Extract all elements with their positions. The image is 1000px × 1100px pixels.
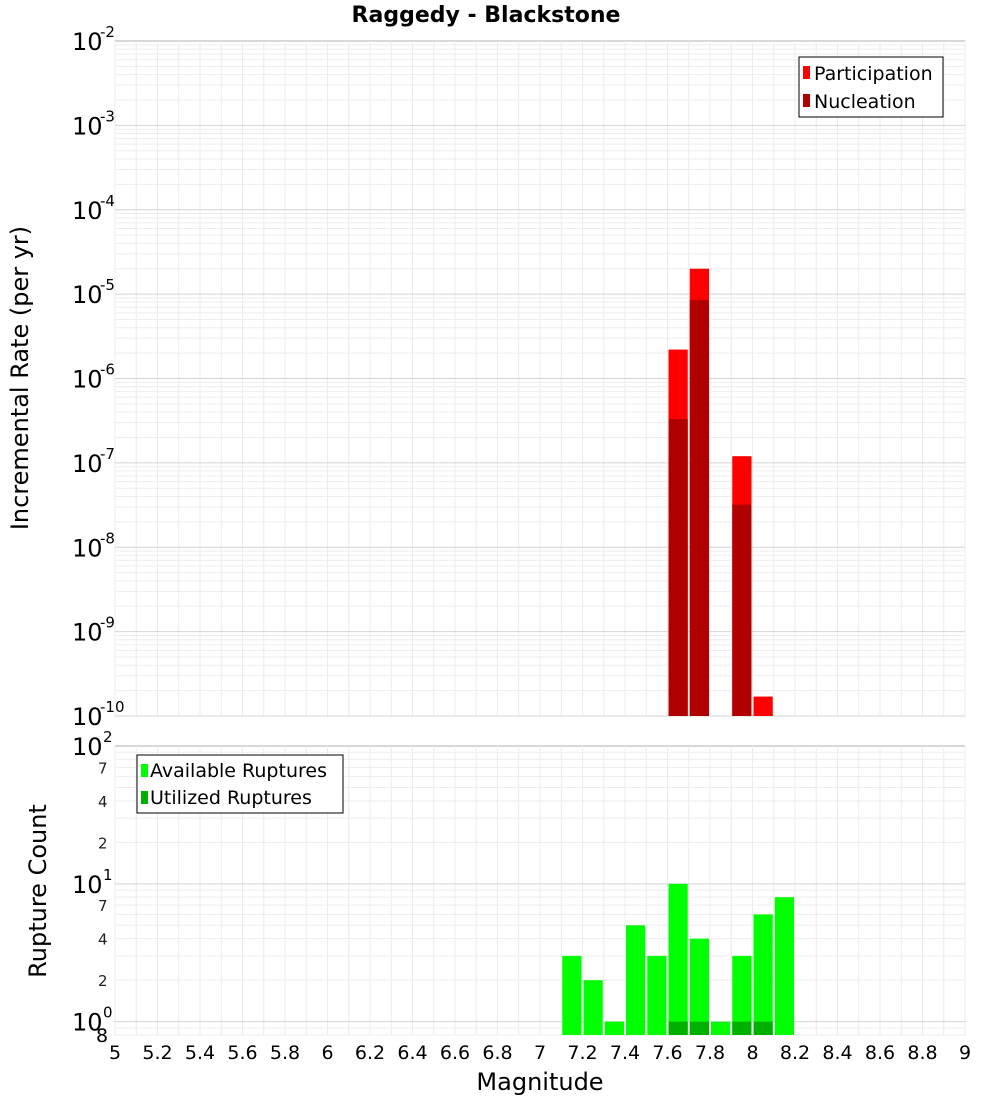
- bar-utilized-ruptures-8.05: [753, 1021, 773, 1035]
- bar-available-ruptures-7.45: [626, 925, 646, 1035]
- top-legend-box: [798, 56, 944, 118]
- legend-swatch-utilized: [141, 791, 148, 804]
- top-bars: [668, 268, 773, 716]
- top-y-tick-exponent: -9: [100, 614, 115, 632]
- bottom-x-ticks: 5 5.2 5.4 5.6 5.8 6 6.2 6.4 6.6 6.8 7 7.2 7.4 7.6 7.8 8…: [109, 1042, 971, 1064]
- x-tick-label: 7.8: [695, 1042, 725, 1064]
- bar-available-ruptures-7.95: [732, 955, 752, 1035]
- x-tick-label: 5.8: [270, 1042, 300, 1064]
- x-tick-label: 5.2: [142, 1042, 172, 1064]
- x-tick-label: 6.2: [355, 1042, 385, 1064]
- chart-title: Raggedy - Blackstone: [352, 3, 621, 28]
- bottom-bars: [562, 883, 794, 1035]
- x-tick-label: 8.4: [822, 1042, 852, 1064]
- bar-utilized-ruptures-7.95: [732, 1021, 752, 1035]
- x-tick-label: 7: [534, 1042, 546, 1064]
- x-tick-label: 8: [746, 1042, 758, 1064]
- bar-nucleation-7.75: [689, 300, 709, 716]
- top-y-tick-label: 10: [72, 703, 103, 731]
- top-y-tick-label: 10: [72, 534, 103, 562]
- x-tick-label: 6: [321, 1042, 333, 1064]
- bottom-y-tick-label: 10: [72, 1009, 103, 1037]
- bottom-legend-box: [136, 754, 344, 814]
- bottom-y-minor-tick-label: 2: [98, 834, 108, 852]
- bottom-y-minor-tick-label: 4: [98, 931, 108, 949]
- bottom-y-tick-exponent: 0: [103, 1004, 113, 1022]
- x-tick-label: 6.4: [397, 1042, 427, 1064]
- x-tick-label: 5.6: [227, 1042, 257, 1064]
- legend-label-nucleation: Nucleation: [814, 91, 916, 113]
- x-tick-label: 5.4: [185, 1042, 215, 1064]
- top-y-axis-label: Incremental Rate (per yr): [6, 226, 34, 530]
- top-y-tick-exponent: -5: [100, 276, 115, 294]
- top-y-tick-label: 10: [72, 28, 103, 56]
- x-tick-label: 8.2: [780, 1042, 810, 1064]
- x-tick-label: 7.6: [652, 1042, 682, 1064]
- bottom-y-tick-label: 10: [72, 871, 103, 899]
- bar-available-ruptures-7.15: [562, 955, 582, 1035]
- bottom-y-tick-exponent: 2: [103, 728, 113, 746]
- top-y-tick-label: 10: [72, 112, 103, 140]
- legend-label-available: Available Ruptures: [150, 760, 327, 782]
- x-tick-label: 5: [109, 1042, 121, 1064]
- bottom-grid: [114, 746, 966, 1036]
- legend-label-utilized: Utilized Ruptures: [150, 787, 312, 809]
- bar-available-ruptures-8.15: [774, 897, 794, 1035]
- top-grid: [114, 41, 966, 717]
- bar-available-ruptures-7.55: [647, 955, 667, 1035]
- top-y-tick-label: 10: [72, 197, 103, 225]
- legend-swatch-participation: [803, 66, 810, 79]
- bar-nucleation-7.65: [668, 419, 688, 716]
- bar-available-ruptures-7.35: [604, 1021, 624, 1035]
- top-y-tick-label: 10: [72, 619, 103, 647]
- top-y-tick-label: 10: [72, 281, 103, 309]
- top-y-tick-exponent: -10: [100, 698, 125, 716]
- bar-available-ruptures-7.75: [689, 938, 709, 1035]
- x-tick-label: 6.6: [440, 1042, 470, 1064]
- legend-swatch-nucleation: [803, 94, 810, 107]
- bottom-y-minor-tick-label: 2: [98, 972, 108, 990]
- bottom-y-minor-tick-label: 4: [98, 793, 108, 811]
- bar-available-ruptures-8.05: [753, 914, 773, 1035]
- bar-utilized-ruptures-7.65: [668, 1021, 688, 1035]
- bottom-y-tick-label: 10: [72, 733, 103, 761]
- top-y-tick-exponent: -6: [100, 361, 115, 379]
- x-tick-label: 6.8: [482, 1042, 512, 1064]
- bottom-y-minor-tick-label: 7: [98, 897, 108, 915]
- x-tick-label: 8.8: [907, 1042, 937, 1064]
- bottom-y-minor-tick-label: 7: [98, 759, 108, 777]
- top-y-tick-exponent: -4: [100, 192, 115, 210]
- bar-available-ruptures-7.85: [711, 1021, 731, 1035]
- bar-available-ruptures-7.65: [668, 883, 688, 1035]
- top-y-tick-label: 10: [72, 366, 103, 394]
- top-y-tick-label: 10: [72, 450, 103, 478]
- legend-swatch-available: [141, 764, 148, 777]
- bar-nucleation-7.95: [732, 504, 752, 716]
- x-tick-label: 7.4: [610, 1042, 640, 1064]
- top-y-tick-exponent: -2: [100, 23, 115, 41]
- top-y-tick-exponent: -8: [100, 529, 115, 547]
- bar-available-ruptures-7.25: [583, 980, 603, 1035]
- top-legend: Participation Nucleation: [798, 56, 944, 118]
- x-axis-label: Magnitude: [476, 1068, 603, 1096]
- x-tick-label: 8.6: [865, 1042, 895, 1064]
- top-y-tick-exponent: -7: [100, 445, 115, 463]
- bottom-legend: Available Ruptures Utilized Ruptures: [136, 754, 344, 814]
- bar-participation-8.05: [753, 696, 773, 716]
- legend-label-participation: Participation: [814, 63, 933, 85]
- top-y-tick-exponent: -3: [100, 107, 115, 125]
- x-tick-label: 9: [959, 1042, 971, 1064]
- x-tick-label: 7.2: [567, 1042, 597, 1064]
- bottom-y-minor-tick-label: 8: [96, 1025, 108, 1047]
- bottom-y-axis-label: Rupture Count: [24, 804, 52, 978]
- bar-utilized-ruptures-7.75: [689, 1021, 709, 1035]
- bottom-y-tick-exponent: 1: [103, 866, 113, 884]
